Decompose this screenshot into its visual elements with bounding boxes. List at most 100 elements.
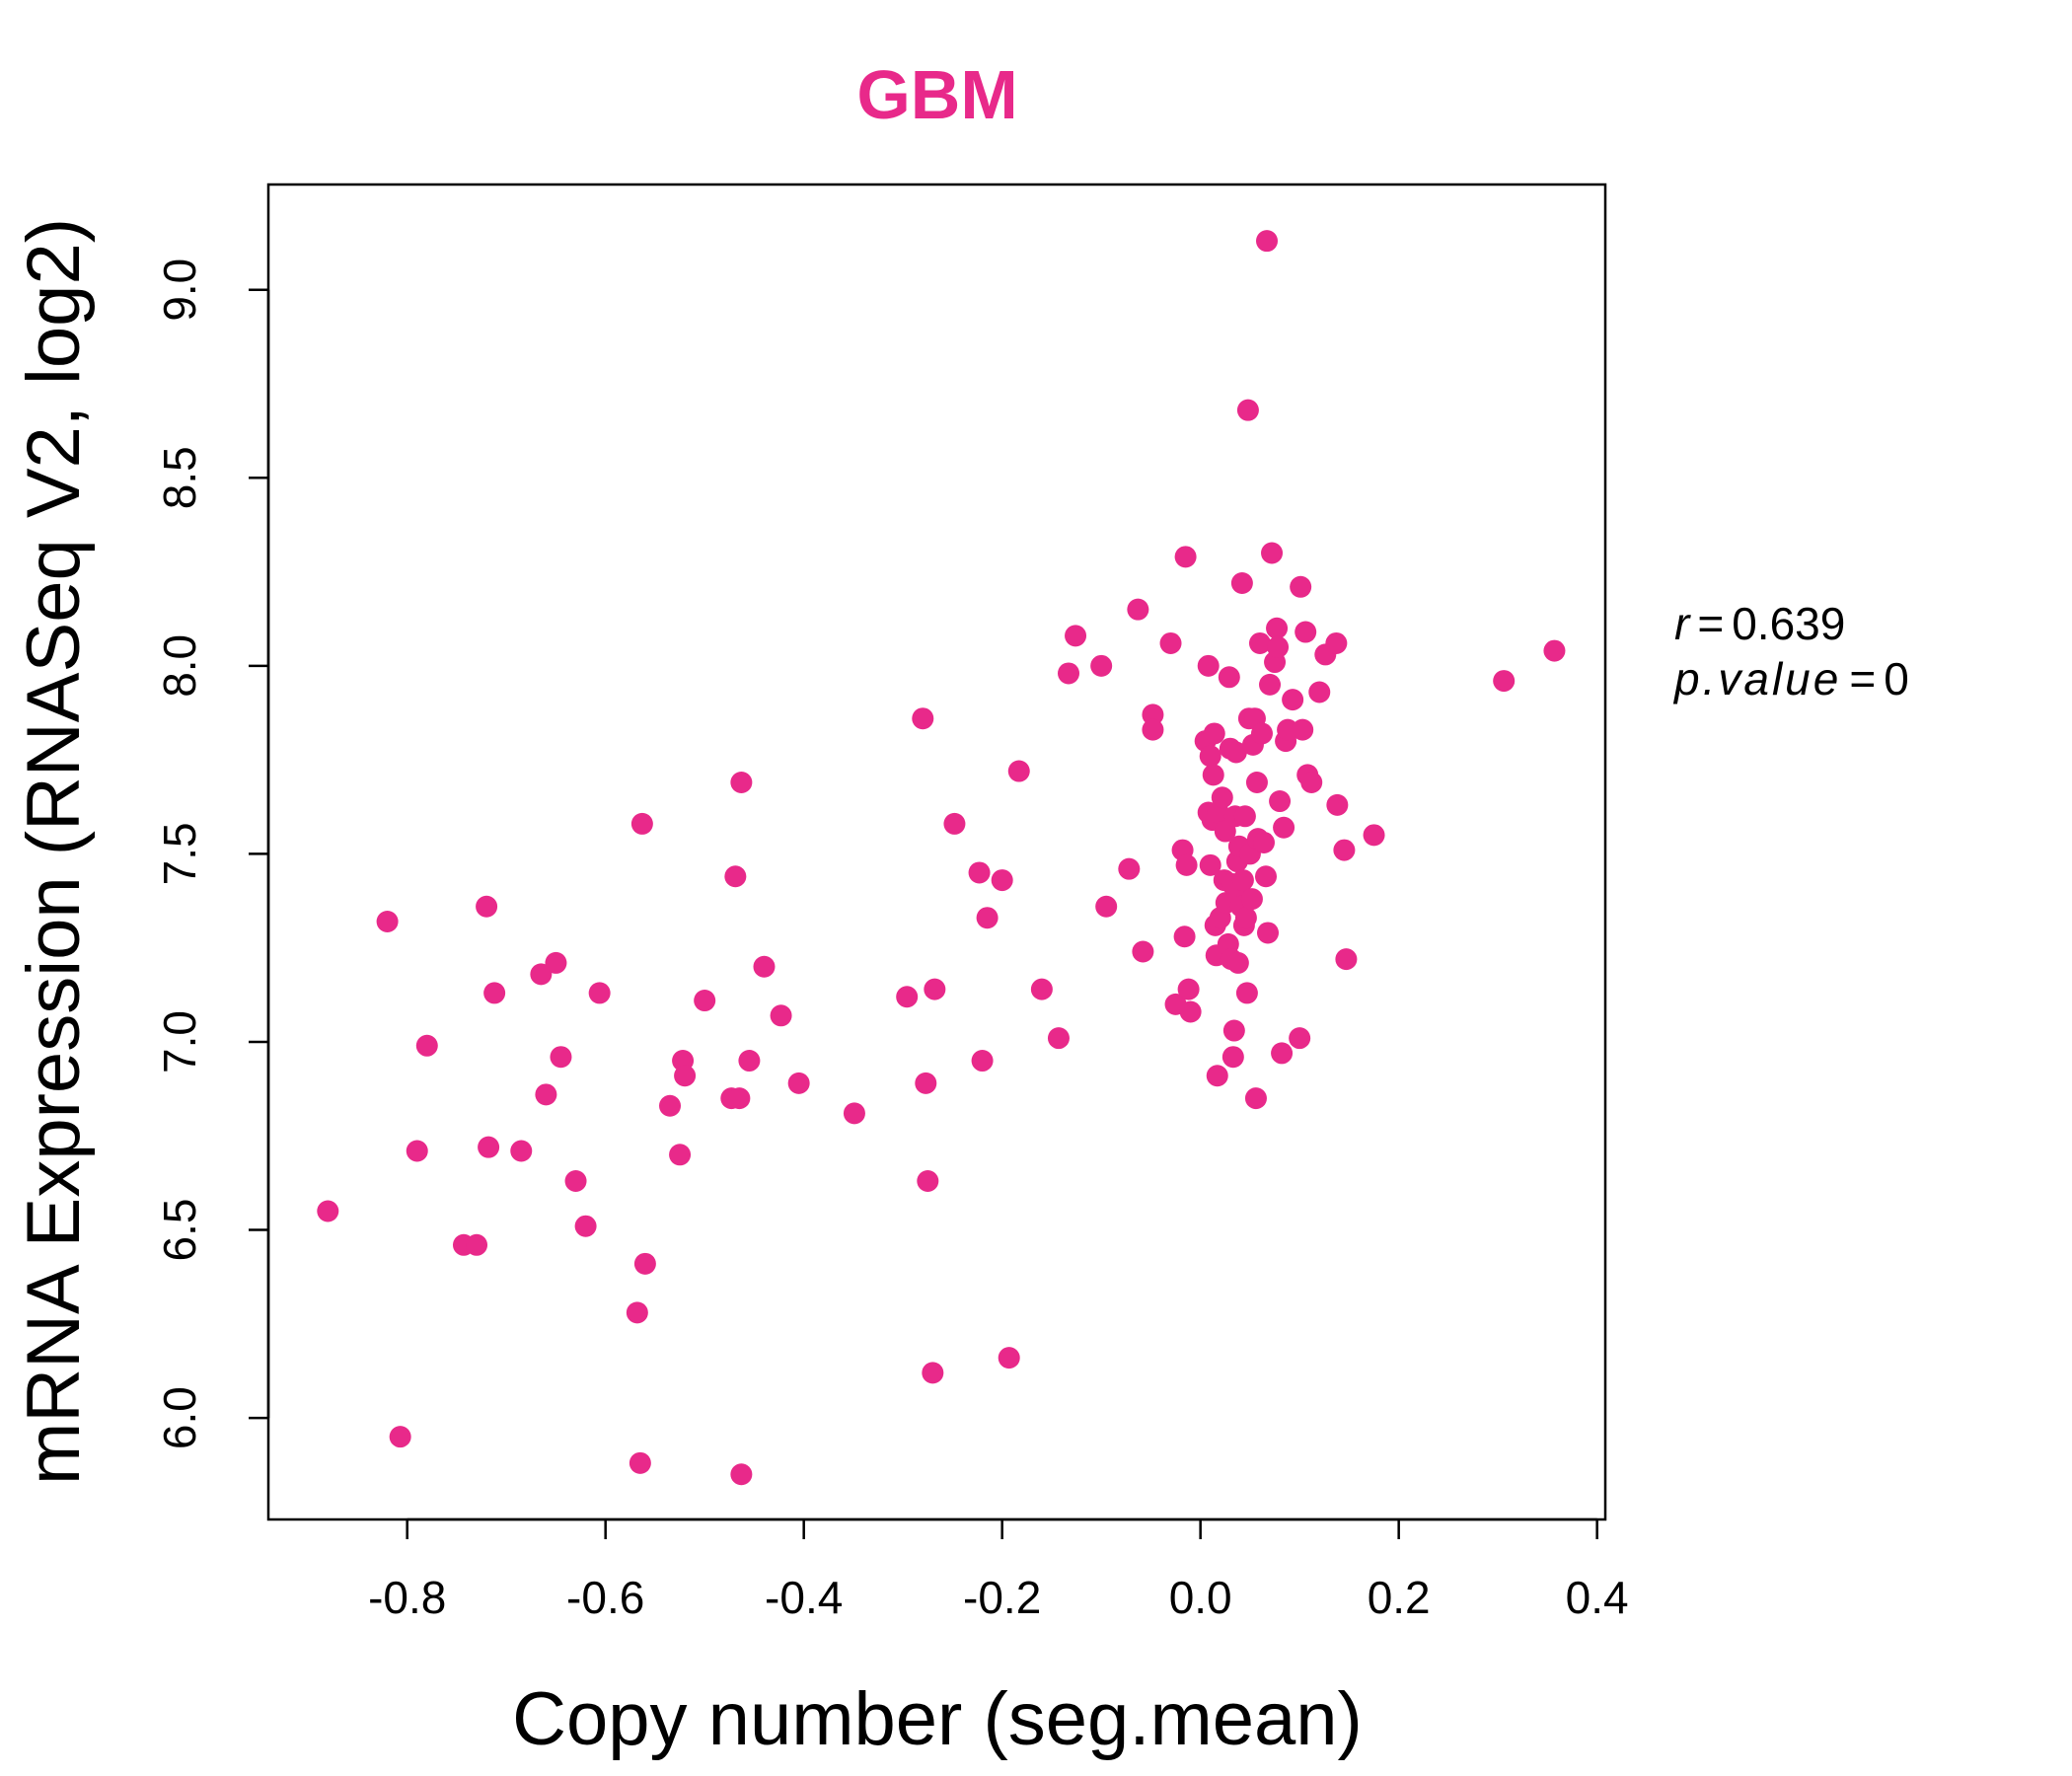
data-point <box>730 1463 753 1486</box>
x-tick-label: -0.6 <box>566 1572 644 1623</box>
data-point <box>1095 895 1118 918</box>
data-point <box>694 990 716 1012</box>
data-point <box>1174 546 1197 568</box>
y-tick-label: 7.5 <box>154 822 205 885</box>
data-point <box>1266 617 1289 639</box>
x-tick-label: 0.2 <box>1368 1572 1431 1623</box>
data-point <box>1325 631 1348 654</box>
data-point <box>1256 230 1279 253</box>
y-axis: 6.0 6.5 7.0 7.5 8.0 8.5 9.0 <box>154 259 270 1449</box>
data-point <box>1290 575 1312 598</box>
data-point <box>1326 793 1349 816</box>
data-point <box>510 1140 533 1162</box>
data-point <box>574 1215 597 1237</box>
data-point <box>1090 654 1113 677</box>
data-point <box>483 982 506 1004</box>
data-point <box>1203 722 1225 745</box>
data-point <box>730 771 753 793</box>
data-point <box>1224 741 1247 764</box>
x-axis-title: Copy number (seg.mean) <box>512 1677 1363 1761</box>
data-point <box>1199 745 1221 768</box>
data-point <box>1226 951 1249 974</box>
data-point <box>1333 839 1356 861</box>
y-axis-title: mRNA Expression (RNASeq V2, log2) <box>12 218 96 1485</box>
data-point <box>1118 857 1141 880</box>
x-tick-label: 0.4 <box>1566 1572 1629 1623</box>
data-point <box>976 907 999 929</box>
data-point <box>1236 399 1259 421</box>
y-tick-label: 7.0 <box>154 1010 205 1073</box>
y-tick-label: 6.5 <box>154 1199 205 1262</box>
data-point <box>968 861 991 884</box>
data-point <box>1206 1065 1228 1087</box>
data-point <box>1295 621 1317 643</box>
data-point <box>626 1301 648 1324</box>
data-point <box>1030 978 1053 1000</box>
data-point <box>1127 598 1149 621</box>
data-point <box>669 1144 692 1166</box>
data-point <box>1271 1042 1294 1065</box>
data-point <box>1197 654 1220 677</box>
stat-r-value: 0.639 <box>1732 598 1845 649</box>
y-tick-label: 8.5 <box>154 446 205 509</box>
data-point <box>1222 1019 1245 1042</box>
x-tick-label: -0.4 <box>765 1572 843 1623</box>
data-point <box>1257 922 1280 944</box>
data-point <box>1273 816 1295 839</box>
data-point <box>1250 722 1273 745</box>
data-point <box>530 963 553 986</box>
data-point <box>924 978 946 1000</box>
data-point <box>633 1252 656 1275</box>
data-point <box>753 955 776 978</box>
data-point <box>1543 639 1566 662</box>
data-point <box>1254 865 1277 888</box>
data-point <box>317 1200 339 1222</box>
data-point <box>1252 831 1275 853</box>
data-point <box>406 1140 428 1162</box>
data-point <box>1230 571 1253 594</box>
data-point <box>1065 625 1087 647</box>
data-point <box>545 951 567 974</box>
stat-r-label: r <box>1674 598 1691 649</box>
data-point <box>476 895 498 918</box>
data-point <box>915 1072 937 1094</box>
data-point <box>843 1102 865 1125</box>
data-point <box>971 1050 994 1073</box>
data-point <box>1221 1046 1244 1069</box>
data-point <box>943 812 966 835</box>
x-tick-label: -0.2 <box>963 1572 1041 1623</box>
data-point <box>466 1233 488 1256</box>
x-tick-label: 0.0 <box>1169 1572 1232 1623</box>
data-point <box>1142 703 1164 726</box>
data-points <box>317 230 1566 1486</box>
chart-title: GBM <box>856 56 1017 133</box>
data-point <box>724 865 747 888</box>
data-point <box>1179 1000 1202 1023</box>
stat-p-label: p.value <box>1672 653 1841 704</box>
data-point <box>478 1136 500 1158</box>
data-point <box>1211 786 1233 809</box>
x-tick-label: -0.8 <box>368 1572 446 1623</box>
data-point <box>1300 771 1323 793</box>
data-point <box>1240 888 1263 911</box>
data-point <box>1235 982 1258 1004</box>
data-point <box>1142 718 1164 741</box>
data-point <box>1292 718 1314 741</box>
data-point <box>376 911 399 933</box>
data-point <box>588 982 611 1004</box>
data-point <box>1007 760 1030 782</box>
data-point <box>659 1094 682 1117</box>
data-point <box>1244 1087 1267 1110</box>
data-point <box>415 1034 438 1057</box>
data-point <box>922 1362 944 1384</box>
data-point <box>1231 869 1254 892</box>
plot-frame <box>266 183 1607 1521</box>
stat-r-line: r = 0.639 <box>1674 598 1845 649</box>
x-axis: -0.8 -0.6 -0.4 -0.2 0.0 0.2 0.4 <box>368 1517 1629 1623</box>
stat-p-value: 0 <box>1884 653 1909 704</box>
data-point <box>1234 907 1257 929</box>
data-point <box>728 1087 751 1110</box>
y-tick-label: 9.0 <box>154 259 205 322</box>
data-point <box>550 1046 572 1069</box>
data-point <box>1267 635 1290 658</box>
